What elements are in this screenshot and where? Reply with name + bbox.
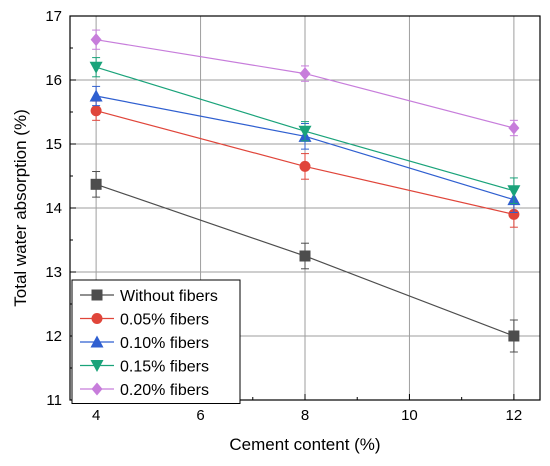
legend-label: Without fibers — [120, 288, 218, 305]
legend-label: 0.20% fibers — [120, 382, 209, 399]
legend-marker — [91, 289, 103, 301]
y-tick-label: 11 — [46, 392, 62, 409]
data-point — [90, 105, 102, 117]
data-point — [89, 61, 103, 74]
legend-label: 0.05% fibers — [120, 312, 209, 329]
y-tick-label: 17 — [45, 8, 62, 25]
data-point — [90, 33, 102, 47]
y-tick-label: 13 — [45, 264, 62, 281]
series-group — [89, 29, 521, 353]
data-point — [90, 178, 102, 190]
x-tick-label: 12 — [506, 407, 523, 424]
data-point — [89, 89, 103, 102]
axis-ticks: 4 6 8 10 12 11 12 13 14 15 16 17 — [45, 8, 522, 424]
x-tick-label: 4 — [92, 407, 100, 424]
y-tick-label: 15 — [45, 136, 62, 153]
x-tick-label: 6 — [196, 407, 204, 424]
legend-label: 0.10% fibers — [120, 335, 209, 352]
y-tick-label: 16 — [45, 72, 62, 89]
legend-label: 0.15% fibers — [120, 359, 209, 376]
x-tick-label: 10 — [401, 407, 418, 424]
data-point — [299, 160, 311, 172]
series-1 — [90, 171, 520, 353]
y-axis-title: Total water absorption (%) — [11, 109, 30, 306]
legend-marker — [91, 313, 103, 324]
x-axis-title: Cement content (%) — [229, 435, 380, 454]
data-point — [298, 125, 312, 138]
y-tick-label: 12 — [45, 328, 62, 345]
legend-marker — [90, 360, 104, 372]
data-point — [299, 67, 311, 81]
data-point — [508, 208, 520, 220]
legend-marker — [91, 382, 103, 396]
data-point — [299, 250, 311, 262]
legend-marker — [90, 335, 104, 348]
y-tick-label: 14 — [45, 200, 62, 217]
data-point — [507, 185, 521, 198]
x-tick-label: 8 — [301, 407, 309, 424]
legend: Without fibers 0.05% fibers 0.10% fibers 0.… — [71, 279, 241, 404]
series-5 — [90, 29, 520, 137]
series-4 — [89, 57, 521, 205]
data-point — [508, 121, 520, 135]
data-point — [508, 330, 520, 342]
